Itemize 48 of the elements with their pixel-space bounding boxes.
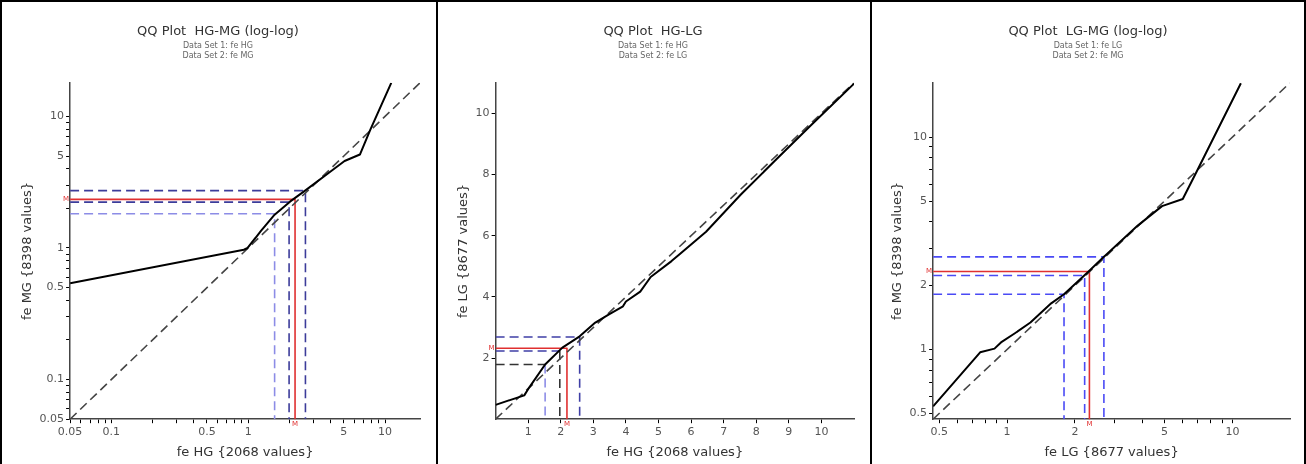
y-tick-label: 10	[913, 129, 928, 143]
chart-title: QQ Plot HG-LG	[603, 23, 703, 39]
y-tick-label: 0.5	[46, 280, 65, 294]
x-axis-title: fe LG {8677 values}	[1044, 443, 1179, 459]
x-tick-label: 5	[655, 424, 663, 438]
x-tick-label: 2	[557, 424, 565, 438]
y-tick-label: 2	[920, 278, 928, 292]
x-tick-label: 0.5	[930, 424, 948, 438]
x-tick-label: 1	[1003, 424, 1011, 438]
y-tick-label: 10	[475, 106, 490, 120]
x-tick-label: 5	[340, 424, 348, 438]
x-tick-label: 6	[687, 424, 695, 438]
chart-title: QQ Plot HG-MG (log-log)	[137, 23, 299, 39]
x-tick-label: 2	[1071, 424, 1079, 438]
y-tick-label: 0.5	[909, 406, 928, 420]
x-tick-label: 7	[720, 424, 728, 438]
y-tick-label: 0.05	[39, 412, 65, 426]
x-tick-label: 0.1	[102, 424, 121, 438]
y-axis-title: fe MG {8398 values}	[19, 181, 35, 321]
y-tick-label: 10	[50, 109, 65, 123]
chart-subtitle: Data Set 1: fe HG Data Set 2: fe LG	[617, 41, 689, 61]
x-tick-label: 1	[524, 424, 532, 438]
x-tick-label: 9	[785, 424, 793, 438]
y-tick-label: 1	[57, 240, 65, 254]
y-tick-label: 2	[482, 350, 490, 364]
y-tick-label: 6	[482, 228, 490, 242]
chart-subtitle: Data Set 1: fe LG Data Set 2: fe MG	[1052, 41, 1124, 61]
x-tick-label: 1	[244, 424, 252, 438]
x-tick-label: 10	[1225, 424, 1240, 438]
x-tick-label: 0.5	[198, 424, 216, 438]
y-tick-label: 8	[482, 167, 490, 181]
x-tick-label: 3	[589, 424, 597, 438]
y-tick-label: 0.1	[46, 372, 65, 386]
x-tick-label: 10	[378, 424, 393, 438]
y-tick-label: 5	[920, 193, 928, 207]
y-tick-label: 5	[57, 148, 65, 162]
chart-subtitle: Data Set 1: fe HG Data Set 2: fe MG	[182, 41, 254, 61]
chart-title: QQ Plot LG-MG (log-log)	[1008, 23, 1168, 39]
x-tick-label: 5	[1161, 424, 1169, 438]
x-tick-label: 10	[814, 424, 829, 438]
x-tick-label: 8	[752, 424, 760, 438]
y-axis-title: fe MG {8398 values}	[889, 181, 905, 321]
x-axis-title: fe HG {2068 values}	[606, 443, 744, 459]
y-axis-title: fe LG {8677 values}	[455, 183, 471, 319]
y-tick-label: 1	[920, 342, 928, 356]
x-axis-title: fe HG {2068 values}	[176, 443, 314, 459]
y-tick-label: 4	[482, 289, 490, 303]
x-tick-label: 4	[622, 424, 630, 438]
